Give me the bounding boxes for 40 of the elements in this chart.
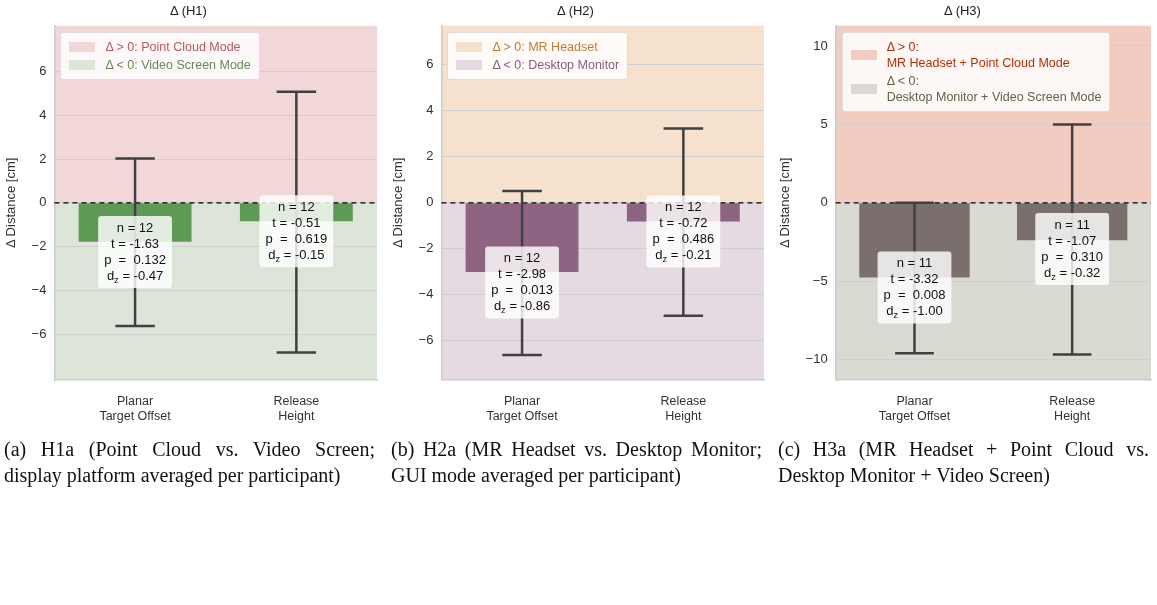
legend-label: Δ < 0: Desktop Monitor + Video Screen Mode bbox=[886, 72, 1102, 105]
band-label: Δ > 0: MR Headset bbox=[492, 38, 598, 55]
y-tick-label: 4 bbox=[426, 102, 434, 118]
x-tick-label: Planar Target Offset bbox=[486, 393, 559, 423]
y-axis-title: Δ Distance [cm] bbox=[777, 157, 793, 248]
y-axis-title: Δ Distance [cm] bbox=[390, 157, 406, 248]
y-tick-label: 6 bbox=[39, 63, 47, 79]
x-tick-label: Release Height bbox=[1049, 393, 1096, 423]
x-tick-label: Release Height bbox=[660, 393, 707, 423]
chart-title: Δ (H3) bbox=[944, 3, 981, 19]
y-tick-label: −2 bbox=[418, 240, 434, 256]
x-tick-label: Release Height bbox=[273, 393, 320, 423]
y-tick-label: 0 bbox=[39, 194, 47, 210]
y-tick-label: 10 bbox=[813, 37, 828, 53]
y-tick-label: −6 bbox=[31, 325, 47, 341]
y-tick-label: −5 bbox=[812, 272, 828, 288]
text: (c) H3a (MR Headset + Point Cloud vs. Desktop Monitor + Video Screen) bbox=[777, 437, 1150, 488]
y-tick-label: 2 bbox=[39, 150, 47, 166]
y-axis-title: Δ Distance [cm] bbox=[3, 157, 19, 248]
y-tick-label: 2 bbox=[426, 148, 434, 164]
text: (b) H2a (MR Headset vs. Desktop Monitor; GUI mode averaged per participant) bbox=[390, 437, 763, 488]
y-tick-label: 0 bbox=[426, 194, 434, 210]
y-tick-label: −2 bbox=[31, 238, 47, 254]
y-tick-label: 0 bbox=[820, 194, 828, 210]
y-tick-label: 5 bbox=[820, 115, 828, 131]
y-tick-label: −4 bbox=[31, 281, 47, 297]
chart-title: Δ (H1) bbox=[170, 3, 207, 19]
y-tick-label: 6 bbox=[426, 56, 434, 72]
legend-label: Δ < 0: Desktop Monitor bbox=[492, 56, 620, 73]
x-tick-label: Planar Target Offset bbox=[99, 393, 172, 423]
y-tick-label: −6 bbox=[418, 332, 434, 348]
x-tick-label: Planar Target Offset bbox=[878, 393, 951, 423]
band-label: Δ > 0: MR Headset + Point Cloud Mode bbox=[886, 38, 1070, 71]
text: (a) H1a (Point Cloud vs. Video Screen; display platform averaged per participant) bbox=[3, 437, 376, 488]
y-tick-label: −4 bbox=[418, 286, 434, 302]
band-label: Δ > 0: Point Cloud Mode bbox=[105, 38, 241, 55]
legend-label: Δ < 0: Video Screen Mode bbox=[105, 56, 251, 73]
y-tick-label: 4 bbox=[39, 106, 47, 122]
y-tick-label: −10 bbox=[805, 351, 828, 367]
chart-title: Δ (H2) bbox=[557, 3, 594, 19]
